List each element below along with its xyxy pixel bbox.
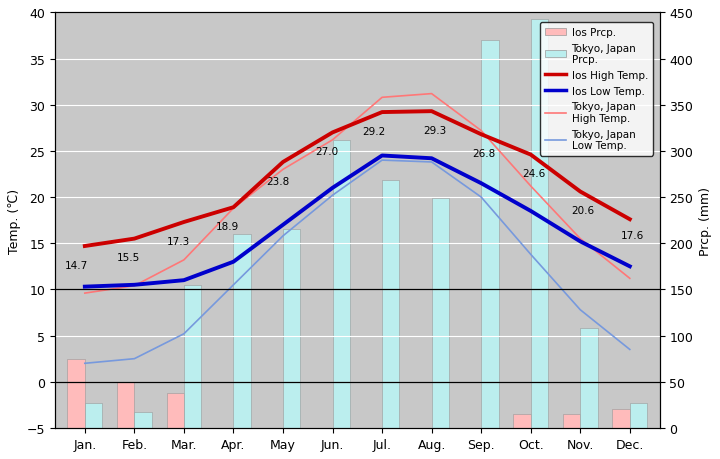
Bar bbox=[68, 359, 85, 428]
Y-axis label: Prcp. (mm): Prcp. (mm) bbox=[698, 186, 711, 255]
Bar bbox=[233, 235, 251, 428]
Legend: Ios Prcp., Tokyo, Japan
Prcp., Ios High Temp., Ios Low Temp., Tokyo, Japan
High : Ios Prcp., Tokyo, Japan Prcp., Ios High … bbox=[540, 22, 653, 156]
Bar bbox=[184, 285, 202, 428]
Bar bbox=[531, 20, 548, 428]
Bar bbox=[283, 230, 300, 428]
Bar bbox=[630, 403, 647, 428]
Text: 15.5: 15.5 bbox=[117, 253, 140, 263]
Bar bbox=[563, 414, 580, 428]
Text: 18.9: 18.9 bbox=[216, 222, 240, 232]
Text: 23.8: 23.8 bbox=[266, 176, 289, 186]
Bar bbox=[333, 140, 350, 428]
Bar bbox=[580, 329, 598, 428]
Text: 29.3: 29.3 bbox=[423, 126, 446, 136]
Bar bbox=[431, 199, 449, 428]
Text: 14.7: 14.7 bbox=[65, 260, 88, 270]
Text: 17.3: 17.3 bbox=[167, 236, 190, 246]
Text: 27.0: 27.0 bbox=[315, 147, 338, 157]
Bar bbox=[513, 414, 531, 428]
Bar bbox=[166, 393, 184, 428]
Text: 29.2: 29.2 bbox=[362, 127, 385, 137]
Bar bbox=[481, 41, 498, 428]
Bar bbox=[117, 382, 135, 428]
Y-axis label: Temp. (℃): Temp. (℃) bbox=[9, 188, 22, 253]
Text: 17.6: 17.6 bbox=[621, 231, 644, 241]
Bar bbox=[85, 403, 102, 428]
Bar bbox=[135, 412, 152, 428]
Bar bbox=[613, 409, 630, 428]
Bar bbox=[382, 181, 400, 428]
Text: 26.8: 26.8 bbox=[472, 149, 495, 159]
Text: 20.6: 20.6 bbox=[572, 206, 595, 216]
Text: 24.6: 24.6 bbox=[522, 169, 545, 179]
